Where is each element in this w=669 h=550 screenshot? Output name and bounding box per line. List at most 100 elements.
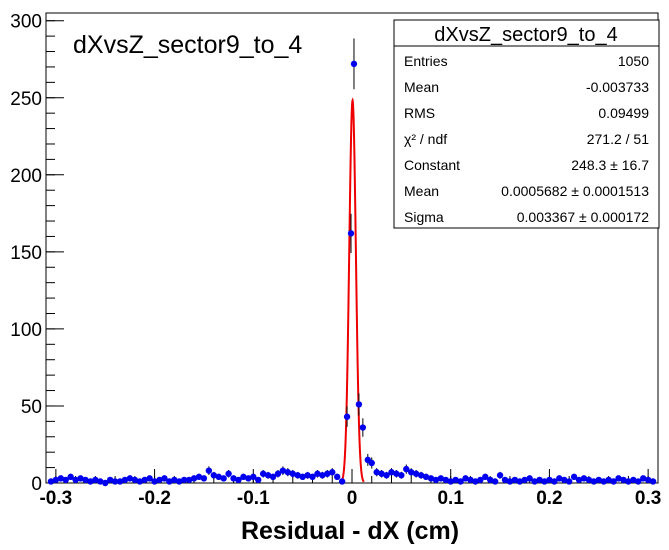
data-point [452, 476, 459, 484]
data-point [200, 475, 208, 482]
data-point [279, 467, 287, 474]
data-point [195, 473, 203, 481]
x-tick-label: 0.1 [437, 488, 464, 509]
data-point [190, 475, 198, 482]
data-point [294, 472, 301, 479]
data-point [350, 60, 358, 68]
stats-row-value: 0.0005682 ± 0.0001513 [501, 183, 649, 199]
data-point [205, 467, 213, 474]
data-point [570, 473, 578, 481]
stats-box: dXvsZ_sector9_to_4 Entries 1050 Mean -0.003… [393, 19, 660, 229]
data-point [314, 470, 321, 477]
data-point [635, 478, 642, 485]
stats-row-label: Sigma [404, 209, 444, 225]
stats-row-label: Mean [404, 183, 439, 199]
data-point [329, 469, 336, 476]
y-tick-label: 150 [10, 243, 42, 264]
data-point [57, 475, 65, 482]
data-point [580, 475, 588, 482]
data-point [180, 476, 188, 484]
data-point [486, 476, 494, 484]
data-point [185, 476, 193, 484]
data-point [526, 475, 533, 482]
data-point [383, 472, 390, 479]
data-point [541, 478, 548, 485]
x-tick-label: -0.3 [39, 488, 72, 509]
data-point [62, 476, 69, 484]
stats-row-label: Constant [404, 157, 460, 173]
data-point [240, 473, 247, 481]
stats-row-value: 1050 [618, 53, 649, 69]
data-point [551, 478, 558, 485]
y-tick-label: 100 [10, 320, 42, 341]
data-point [422, 473, 430, 481]
data-point [141, 476, 148, 484]
data-point [245, 475, 252, 482]
data-point [388, 469, 395, 476]
y-axis-minor-ticks [46, 20, 55, 484]
stats-row-label: χ² / ndf [404, 131, 447, 147]
stats-row-value: -0.003733 [586, 79, 649, 95]
data-point [151, 478, 158, 485]
stats-box-title: dXvsZ_sector9_to_4 [434, 24, 617, 46]
data-point [355, 401, 363, 408]
data-point [408, 469, 415, 476]
data-point [289, 470, 296, 477]
data-point [92, 476, 99, 484]
stats-row-label: RMS [404, 105, 435, 121]
x-axis-label: Residual - dX (cm) [241, 517, 459, 545]
data-point [131, 476, 139, 484]
data-point [536, 476, 543, 484]
data-point [225, 470, 232, 477]
x-tick-label: -0.2 [138, 488, 171, 509]
y-tick-label: 50 [21, 397, 42, 418]
data-point [359, 424, 367, 431]
stats-row-label: Mean [404, 79, 439, 95]
stats-row-value: 248.3 ± 16.7 [571, 157, 649, 173]
data-point [644, 476, 652, 484]
data-point [319, 472, 326, 479]
data-point [368, 459, 375, 467]
data-point [467, 476, 474, 484]
data-point [102, 479, 109, 487]
data-point [590, 478, 598, 485]
data-point [215, 473, 222, 481]
data-point [556, 475, 563, 482]
data-point [77, 475, 84, 482]
data-point [496, 472, 504, 479]
data-point [432, 476, 440, 484]
data-point [427, 475, 435, 482]
data-point [600, 478, 607, 485]
stats-row-label: Entries [404, 53, 448, 69]
data-point [67, 473, 74, 481]
data-point [255, 476, 262, 484]
data-point [230, 475, 237, 482]
data-point [447, 478, 454, 485]
data-points [47, 38, 657, 487]
data-point [259, 470, 267, 477]
data-point [615, 475, 622, 482]
data-point [220, 475, 227, 482]
data-point [166, 478, 173, 485]
data-point [284, 469, 292, 476]
data-point [126, 475, 134, 482]
data-point [393, 470, 400, 477]
data-point [501, 476, 509, 484]
data-point [561, 476, 568, 484]
x-axis: -0.3 -0.2 -0.1 0 0.1 0.2 0.3 [39, 469, 661, 509]
data-point [176, 478, 183, 485]
data-point [403, 465, 410, 473]
data-point [506, 478, 514, 485]
data-point [462, 475, 469, 482]
data-point [373, 469, 380, 476]
data-point [482, 473, 489, 481]
data-point [610, 478, 617, 485]
data-point [649, 478, 657, 485]
data-point [575, 476, 583, 484]
data-point [146, 475, 153, 482]
data-point [264, 472, 272, 479]
data-point [269, 473, 277, 481]
data-point [521, 476, 528, 484]
data-point [457, 478, 464, 485]
